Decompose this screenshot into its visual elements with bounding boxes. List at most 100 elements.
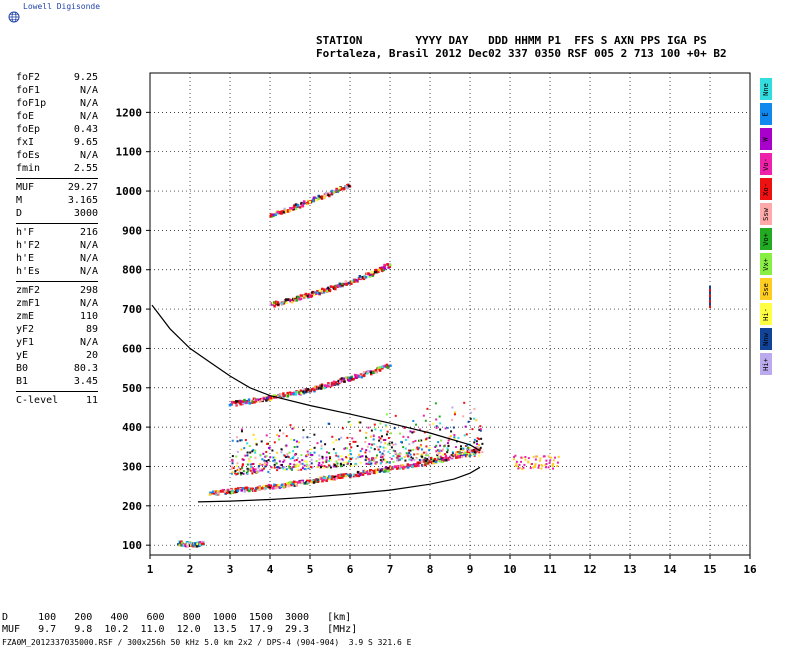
spread-f-mark xyxy=(292,450,295,453)
spread-f-mark xyxy=(418,439,421,442)
echo-mark xyxy=(402,465,406,469)
echo-mark xyxy=(227,491,230,494)
echo-mark xyxy=(545,459,548,462)
echo-mark xyxy=(182,544,186,547)
spread-f-mark xyxy=(349,453,352,456)
spread-f-mark xyxy=(444,457,447,460)
param-label: zmE xyxy=(16,311,35,322)
echo-mark xyxy=(341,476,344,479)
spread-f-mark xyxy=(408,451,411,454)
echo-mark xyxy=(401,464,404,467)
echo-mark xyxy=(186,541,189,544)
echo-mark xyxy=(228,403,232,407)
spread-f-mark xyxy=(243,447,246,450)
spread-f-mark xyxy=(318,458,321,461)
echo-mark xyxy=(359,374,363,378)
echo-mark xyxy=(266,485,270,488)
echo-mark xyxy=(520,456,523,459)
spread-f-mark xyxy=(282,460,285,463)
legend-item: E xyxy=(760,103,772,125)
spread-f-mark xyxy=(260,440,263,443)
echo-mark xyxy=(531,462,534,465)
echo-mark xyxy=(538,459,541,462)
spread-f-mark xyxy=(293,439,296,442)
param-label: foEp xyxy=(16,124,41,135)
spread-f-mark xyxy=(455,451,458,454)
spread-f-mark xyxy=(418,446,421,449)
spread-f-mark xyxy=(417,448,420,451)
spread-f-mark xyxy=(277,465,280,468)
param-label: D xyxy=(16,208,23,219)
echo-mark xyxy=(275,484,278,487)
param-value: 3000 xyxy=(73,208,98,219)
spread-f-mark xyxy=(415,457,418,460)
echo-mark xyxy=(391,466,395,469)
spread-f-mark xyxy=(252,468,255,471)
echo-mark xyxy=(427,462,430,465)
echo-mark xyxy=(709,288,711,292)
spread-f-mark xyxy=(246,472,249,475)
spread-f-mark xyxy=(380,454,383,457)
echo-mark xyxy=(344,280,348,283)
spread-f-mark xyxy=(387,437,390,440)
echo-mark xyxy=(228,490,232,494)
spread-f-mark xyxy=(438,450,441,453)
spread-f-mark xyxy=(249,451,252,454)
param-label: C-level xyxy=(16,395,59,406)
echo-mark xyxy=(306,388,310,391)
param-label: B1 xyxy=(16,376,29,387)
spread-f-mark xyxy=(446,426,449,429)
spread-f-mark xyxy=(303,468,306,471)
param-value: 80.3 xyxy=(73,363,98,374)
echo-mark xyxy=(393,465,397,468)
spread-f-mark xyxy=(311,453,314,456)
spread-f-mark xyxy=(352,440,355,443)
spread-f-mark xyxy=(337,455,340,458)
echo-mark xyxy=(334,284,338,288)
spread-f-mark xyxy=(453,436,456,439)
echo-mark xyxy=(289,206,293,210)
x-tick-label: 9 xyxy=(467,563,474,576)
echo-mark xyxy=(345,376,348,379)
echo-mark xyxy=(258,488,262,492)
echo-mark xyxy=(341,473,344,477)
spread-f-mark xyxy=(241,464,244,467)
spread-f-mark xyxy=(254,449,257,452)
param-value: 3.165 xyxy=(67,195,98,206)
echo-mark xyxy=(271,301,275,305)
spread-f-mark xyxy=(285,468,288,471)
spread-f-mark xyxy=(262,452,265,455)
legend-item: Sse xyxy=(760,278,772,300)
spread-f-mark xyxy=(280,463,283,466)
spread-f-mark xyxy=(340,455,343,458)
echo-mark xyxy=(317,194,320,198)
spread-f-mark xyxy=(332,448,335,451)
spread-f-mark xyxy=(441,448,444,451)
echo-mark xyxy=(324,194,328,197)
echo-mark xyxy=(234,401,238,405)
spread-f-mark xyxy=(328,456,331,459)
spread-f-mark xyxy=(290,468,293,471)
echo-mark xyxy=(320,197,324,200)
spread-f-mark xyxy=(296,463,299,466)
spread-f-mark xyxy=(375,456,378,459)
spread-f-mark xyxy=(444,427,447,430)
echo-mark xyxy=(369,371,373,374)
echo-mark xyxy=(355,279,359,282)
echo-mark xyxy=(300,392,303,395)
spread-f-mark xyxy=(435,450,438,453)
spread-f-mark xyxy=(340,436,343,439)
spread-f-mark xyxy=(306,436,309,439)
spread-f-mark xyxy=(272,459,275,462)
echo-mark xyxy=(324,191,328,195)
echo-mark xyxy=(292,392,296,396)
spread-f-mark xyxy=(385,413,388,416)
echo-mark xyxy=(523,463,526,466)
spread-f-mark xyxy=(257,470,260,473)
spread-f-mark xyxy=(248,458,251,461)
spread-f-mark xyxy=(231,471,234,474)
spread-f-mark xyxy=(241,463,244,466)
echo-mark xyxy=(378,366,382,369)
spread-f-mark xyxy=(394,450,397,453)
spread-f-mark xyxy=(282,467,285,470)
